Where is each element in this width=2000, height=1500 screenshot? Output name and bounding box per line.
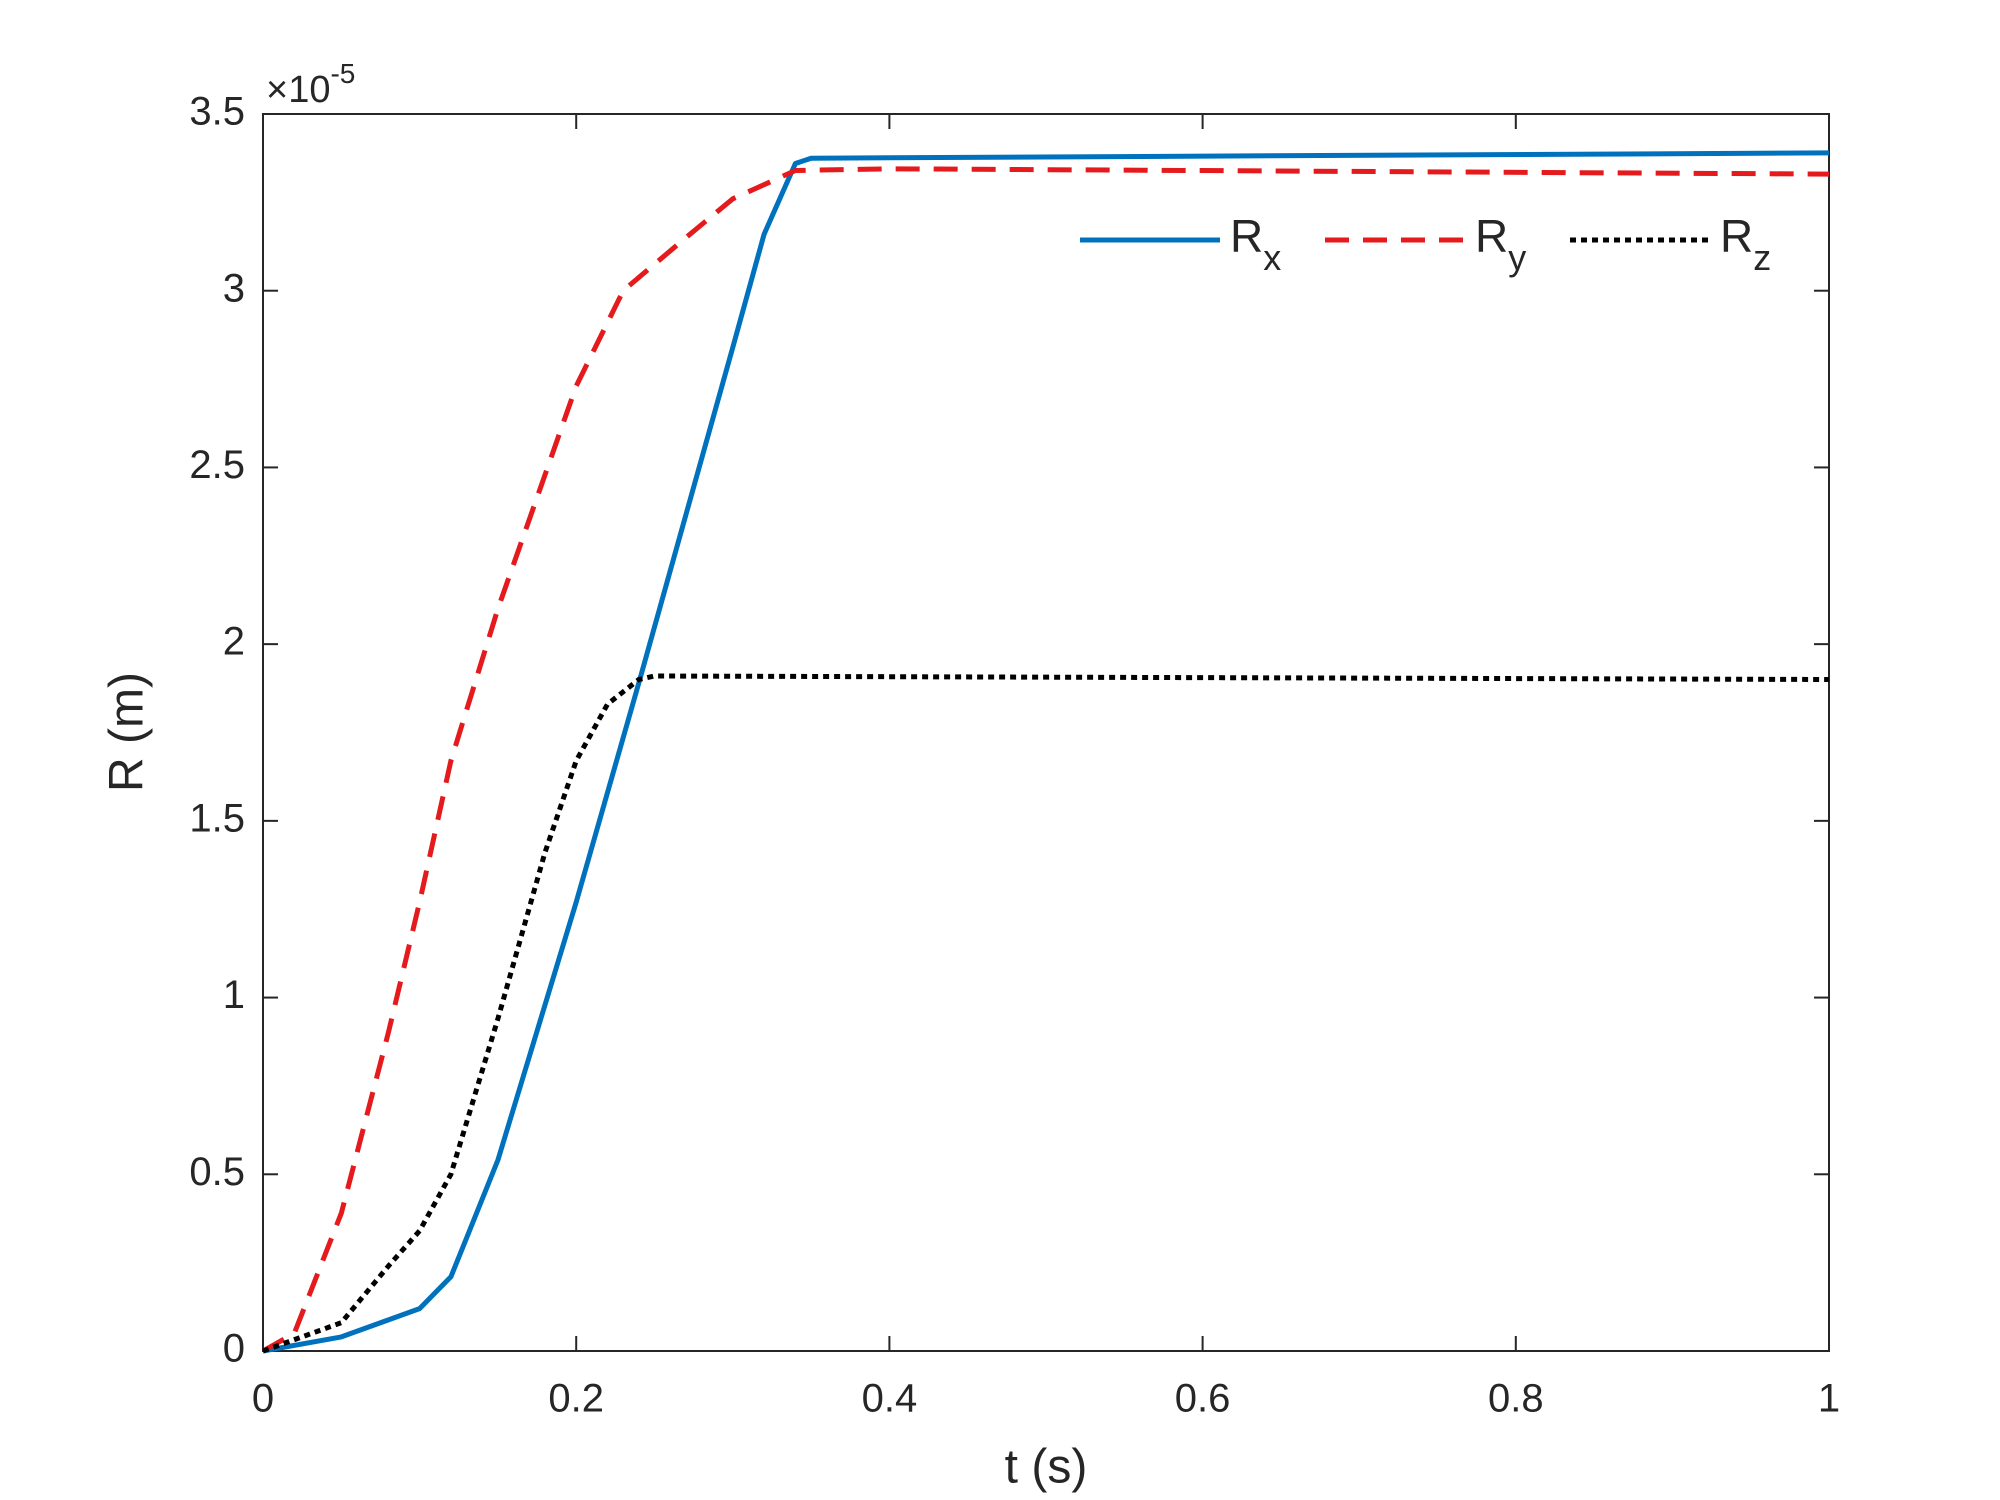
y-tick-label: 1 bbox=[223, 973, 245, 1017]
legend-label-subscript: y bbox=[1508, 237, 1526, 278]
y-multiplier-base: ×10 bbox=[266, 69, 330, 111]
x-axis-label: t (s) bbox=[1005, 1441, 1088, 1494]
x-tick-label: 1 bbox=[1818, 1377, 1840, 1421]
legend-label-main: R bbox=[1475, 210, 1508, 262]
legend-label-subscript: z bbox=[1753, 237, 1771, 278]
y-tick-label: 3.5 bbox=[189, 90, 245, 134]
y-tick-label: 2 bbox=[223, 620, 245, 664]
y-tick-label: 2.5 bbox=[189, 443, 245, 487]
series-line bbox=[262, 673, 1830, 1354]
y-tick-label: 0 bbox=[223, 1327, 245, 1371]
x-tick-label: 0 bbox=[252, 1377, 274, 1421]
y-multiplier-exponent: -5 bbox=[330, 58, 355, 89]
y-axis-label: R (m) bbox=[101, 672, 154, 792]
x-tick-label: 0.2 bbox=[548, 1377, 604, 1421]
y-tick-label: 0.5 bbox=[189, 1150, 245, 1194]
y-tick-label: 3 bbox=[223, 266, 245, 310]
legend-label-subscript: x bbox=[1263, 237, 1281, 278]
y-multiplier: ×10-5 bbox=[266, 58, 355, 111]
plot-frame bbox=[262, 113, 1830, 1352]
x-tick-label: 0.4 bbox=[862, 1377, 918, 1421]
series-line bbox=[262, 150, 1830, 1354]
legend-label: Rx bbox=[1230, 210, 1281, 277]
x-tick-label: 0.6 bbox=[1175, 1377, 1231, 1421]
series-line bbox=[261, 166, 1830, 1354]
legend-label: Rz bbox=[1720, 210, 1771, 277]
x-tick-label: 0.8 bbox=[1488, 1377, 1544, 1421]
legend-label-main: R bbox=[1230, 210, 1263, 262]
legend-label-main: R bbox=[1720, 210, 1753, 262]
y-tick-label: 1.5 bbox=[189, 796, 245, 840]
legend-label: Ry bbox=[1475, 210, 1526, 277]
